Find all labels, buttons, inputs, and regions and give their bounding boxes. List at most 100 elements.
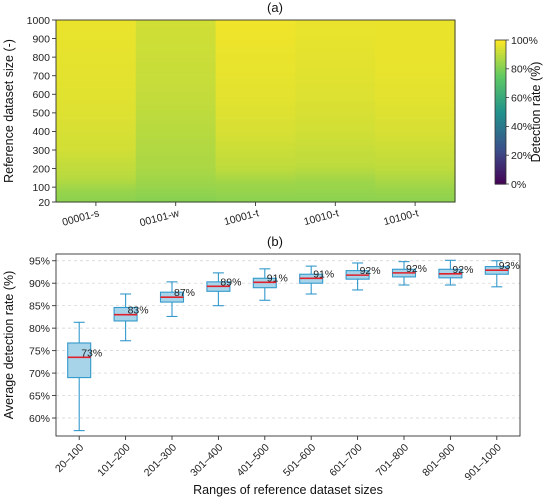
heatmap-cell <box>56 60 137 64</box>
heatmap-cell <box>135 177 217 181</box>
heatmap-cell <box>215 86 296 90</box>
heatmap-cell <box>295 85 376 88</box>
heatmap-cell <box>375 27 456 30</box>
y-tick-label: 700 <box>32 71 50 83</box>
heatmap-cell <box>295 137 376 140</box>
heatmap-cell <box>56 135 137 138</box>
heatmap-cell <box>295 72 376 75</box>
heatmap-cell <box>135 194 217 198</box>
heatmap-cell <box>295 142 376 146</box>
heatmap-cell <box>215 49 296 53</box>
heatmap-cell <box>375 163 456 166</box>
heatmap-cell <box>295 131 376 134</box>
heatmap-cell <box>375 183 456 186</box>
box-901–1000: 93% <box>484 260 520 288</box>
heatmap-cell <box>375 190 456 194</box>
boxplot-y-axis-label: Average detection rate (%) <box>2 271 16 419</box>
heatmap-cell <box>375 98 456 101</box>
heatmap-cell <box>215 159 296 162</box>
heatmap-cell <box>295 42 376 45</box>
colorbar-segment <box>495 138 506 142</box>
heatmap-cell <box>375 31 456 34</box>
heatmap-cell <box>295 200 376 203</box>
y-tick-label: 900 <box>32 33 50 45</box>
heatmap-cell <box>135 183 217 186</box>
heatmap-cell <box>375 179 456 183</box>
box-501–600: 91% <box>299 265 334 295</box>
heatmap-cell <box>215 20 296 23</box>
heatmap-cell <box>375 187 456 190</box>
colorbar-segment <box>495 97 506 101</box>
heatmap-cell <box>135 146 217 149</box>
heatmap-cell <box>135 137 217 140</box>
heatmap-cell <box>215 51 296 55</box>
heatmap-cell <box>215 83 296 86</box>
heatmap-cell <box>295 124 376 127</box>
heatmap-cell <box>135 77 217 81</box>
heatmap-cell <box>135 170 217 173</box>
heatmap-cell <box>295 159 376 162</box>
heatmap-cell <box>56 163 137 166</box>
colorbar-segment <box>495 73 506 77</box>
heatmap-cell <box>375 77 456 81</box>
heatmap-cell <box>375 99 456 103</box>
heatmap-cell <box>135 157 217 160</box>
heatmap-cell <box>375 155 456 159</box>
heatmap-cell <box>375 33 456 36</box>
heatmap-cell <box>215 47 296 51</box>
heatmap-cell <box>375 101 456 105</box>
heatmap-cell <box>295 51 376 55</box>
heatmap-cell <box>375 118 456 121</box>
heatmap-cell <box>375 148 456 151</box>
colorbar-segment <box>495 148 506 151</box>
heatmap-cell <box>135 25 217 29</box>
heatmap-cell <box>135 59 217 62</box>
colorbar-segment <box>495 169 506 173</box>
heatmap-cell <box>135 159 217 162</box>
heatmap-cell <box>135 187 217 190</box>
heatmap-cell <box>295 116 376 120</box>
heatmap-cell <box>135 111 217 114</box>
heatmap-cell <box>135 112 217 116</box>
heatmap-cell <box>375 129 456 133</box>
heatmap-cell <box>375 181 456 185</box>
heatmap-cell <box>295 155 376 159</box>
heatmap-cell <box>135 73 217 77</box>
heatmap-cell <box>375 127 456 131</box>
heatmap-cell <box>375 131 456 134</box>
heatmap-cell <box>215 42 296 45</box>
heatmap-cell <box>295 135 376 138</box>
heatmap-cell <box>375 60 456 64</box>
heatmap-cell <box>56 131 137 134</box>
heatmap-cell <box>56 138 137 142</box>
heatmap-cell <box>375 103 456 107</box>
heatmap-cell <box>135 40 217 43</box>
heatmap-cell <box>56 170 137 173</box>
colorbar-segment <box>495 114 506 118</box>
heatmap-cell <box>295 138 376 142</box>
colorbar-segment <box>495 59 506 63</box>
heatmap-cell <box>56 129 137 133</box>
heatmap-cell <box>56 98 137 101</box>
colorbar-tick-label: 40% <box>511 121 532 133</box>
heatmap-cell <box>215 120 296 123</box>
box-601–700: 92% <box>345 262 381 291</box>
heatmap-cell <box>215 116 296 120</box>
heatmap-cell <box>375 109 456 112</box>
heatmap-cell <box>56 116 137 120</box>
heatmap-cell <box>215 122 296 125</box>
boxplot-frame <box>55 253 521 437</box>
heatmap-cell <box>215 153 296 157</box>
heatmap-cell <box>295 105 376 108</box>
heatmap-cell <box>295 140 376 144</box>
heatmap-cell <box>56 73 137 77</box>
heatmap-cell <box>295 176 376 179</box>
heatmap-cell <box>56 176 137 179</box>
heatmap-cell <box>215 44 296 47</box>
colorbar-segment <box>495 179 506 183</box>
heatmap-cell <box>215 124 296 127</box>
heatmap-cell <box>56 25 137 29</box>
heatmap-cell <box>215 96 296 99</box>
heatmap-cell <box>135 124 217 127</box>
y-tick-label: 100 <box>32 182 50 194</box>
